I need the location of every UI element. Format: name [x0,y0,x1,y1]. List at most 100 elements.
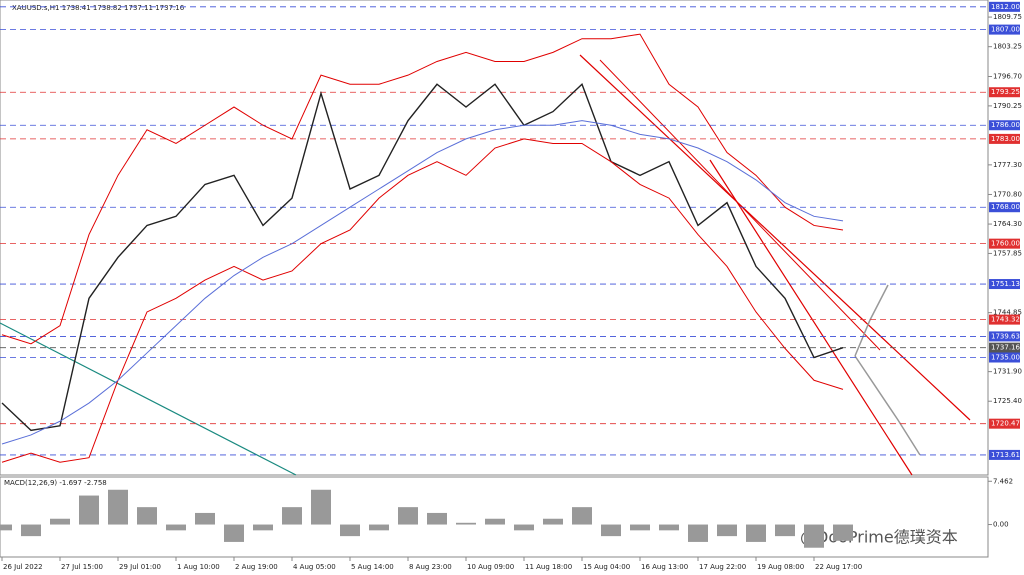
level-label: 1793.25 [991,88,1020,96]
series-line [1,83,844,432]
level-label: 1807.00 [991,26,1020,34]
level-label: 1739.63 [991,332,1020,340]
y-tick-label: 1757.85 [993,249,1022,257]
x-tick-label: 27 Jul 15:00 [61,563,103,571]
macd-bar [543,518,563,525]
level-label-box [989,133,1020,144]
macd-bar [485,518,505,525]
macd-panel [0,476,989,558]
x-tick-label: 19 Aug 08:00 [757,563,804,571]
level-label: 1720.47 [991,420,1020,428]
x-tick-label: 17 Aug 22:00 [699,563,746,571]
level-label: 1713.61 [991,451,1020,459]
y-tick-label: 1764.30 [993,220,1022,228]
level-label-box [989,352,1020,363]
macd-bar [0,524,12,531]
y-tick-label: 1725.40 [993,397,1022,405]
x-tick-label: 29 Jul 01:00 [119,563,161,571]
macd-bar [833,524,853,541]
macd-bar [804,524,824,548]
x-tick-label: 11 Aug 18:00 [525,563,572,571]
macd-bar [572,507,592,525]
level-label: 1768.00 [991,203,1020,211]
y-tick-label: 1731.90 [993,368,1022,376]
macd-bar [775,524,795,537]
x-tick-label: 15 Aug 04:00 [583,563,630,571]
macd-bar [456,522,476,525]
arrow [854,355,921,456]
macd-bar [659,524,679,531]
level-label-box [989,87,1020,98]
level-label: 1743.32 [991,316,1020,324]
level-label-box [989,342,1020,353]
macd-bar [50,518,70,525]
trendline [709,159,913,476]
macd-label: MACD(12,26,9) -1.697 -2.758 [4,479,107,487]
level-label: 1751.13 [991,280,1020,288]
y-tick-label: 1770.80 [993,190,1022,198]
x-tick-label: 4 Aug 05:00 [293,563,336,571]
x-tick-label: 26 Jul 2022 [3,563,43,571]
macd-bar [688,524,708,542]
level-label-box [989,202,1020,213]
macd-bar [514,524,534,531]
x-tick-label: 10 Aug 09:00 [467,563,514,571]
level-label: 1737.16 [991,344,1020,352]
level-label: 1783.00 [991,135,1020,143]
macd-bar [717,524,737,537]
macd-bar [630,524,650,531]
y-tick-label: 1809.75 [993,13,1022,21]
level-label-box [989,314,1020,325]
y-tick-label: 1744.85 [993,309,1022,317]
level-label-box [989,120,1020,131]
trendline [599,59,881,351]
series-line [1,138,844,463]
y-tick-label: 0.00 [993,521,1009,529]
macd-bar [427,512,447,525]
macd-bar [21,524,41,537]
level-label-box [989,418,1020,429]
trendline [579,54,971,421]
macd-bar [195,512,215,525]
level-label: 1760.00 [991,240,1020,248]
series-line [1,33,844,345]
x-tick-label: 22 Aug 17:00 [815,563,862,571]
level-label-box [989,331,1020,342]
macd-bar [398,507,418,525]
x-tick-label: 16 Aug 13:00 [641,563,688,571]
y-tick-label: 1796.70 [993,73,1022,81]
macd-bar [253,524,273,531]
macd-bar [311,489,331,525]
x-tick-label: 1 Aug 10:00 [177,563,220,571]
macd-bar [746,524,766,542]
macd-bar [79,495,99,525]
macd-bar [224,524,244,542]
arrow [854,284,889,357]
macd-bar [340,524,360,537]
y-tick-label: 7.462 [993,477,1013,485]
series-line [1,120,844,445]
level-label: 1812.00 [991,3,1020,11]
macd-bar [282,507,302,525]
macd-bar [137,507,157,525]
y-tick-label: 1790.25 [993,102,1022,110]
level-label-box [989,238,1020,249]
macd-bar [369,524,389,531]
x-tick-label: 8 Aug 23:00 [409,563,452,571]
level-label-box [989,449,1020,460]
macd-bar [108,489,128,525]
level-label: 1786.00 [991,121,1020,129]
level-label-box [989,1,1020,12]
x-tick-label: 2 Aug 19:00 [235,563,278,571]
y-tick-label: 1777.30 [993,161,1022,169]
x-tick-label: 5 Aug 14:00 [351,563,394,571]
chart-title: XAUUSD.s,H1 1738.41 1738.82 1737.11 1737… [12,4,185,12]
trendline [0,322,297,476]
level-label-box [989,279,1020,290]
y-tick-label: 1803.25 [993,43,1022,51]
level-label-box [989,24,1020,35]
macd-bar [601,524,621,537]
price-panel [0,0,989,476]
macd-bar [166,524,186,531]
